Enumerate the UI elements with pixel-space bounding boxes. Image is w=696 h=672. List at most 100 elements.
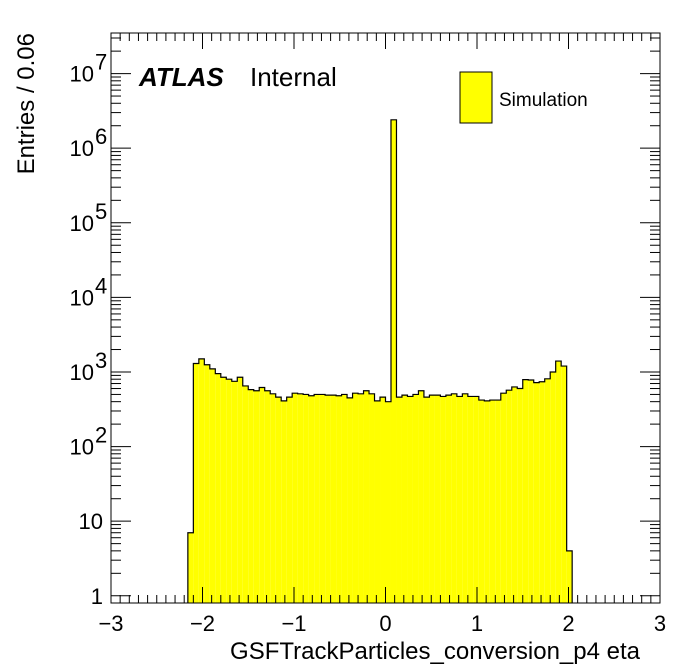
histogram-bar [253,390,260,603]
x-tick-label: 0 [379,611,391,636]
histogram-bar [550,371,556,603]
internal-label: Internal [250,62,337,92]
histogram-bar [396,397,402,603]
histogram-bar [308,395,315,603]
histogram-bar [330,395,337,603]
histogram-bar [325,395,331,603]
x-tick-label: 1 [471,611,483,636]
histogram-bars [187,119,573,603]
x-tick-label: 2 [562,611,574,636]
histogram-bar [209,368,216,603]
histogram-bar [270,393,276,603]
histogram-bar [275,397,282,603]
histogram-bar [193,363,199,603]
histogram-bar [522,379,529,603]
y-tick-exponent: 3 [95,348,107,373]
histogram-bar [380,397,386,603]
histogram-bar [561,366,567,603]
histogram-bar [566,550,573,603]
y-tick-exponent: 7 [95,50,107,75]
histogram-bar [440,396,446,603]
histogram-bar [473,396,479,603]
histogram-bar [451,393,457,603]
histogram-bar [401,395,408,603]
plot-frame [110,32,661,604]
histogram-bar [445,395,452,603]
histogram-bar [303,394,309,603]
histogram-bar [539,381,545,603]
y-tick-exponent: 5 [95,199,107,224]
y-axis-title: Entries / 0.06 [13,33,40,174]
histogram-bar [517,388,523,603]
histogram-bar [407,396,413,603]
x-tick-label: −2 [190,611,215,636]
histogram-bar [528,380,534,603]
histogram-bar [352,393,359,603]
histogram-bar [423,397,430,603]
x-tick-label: −1 [281,611,306,636]
histogram-bar [418,390,424,603]
histogram-bar [555,361,562,603]
histogram-bar [478,400,485,603]
histogram-bar [231,381,238,603]
histogram-bar [456,396,463,603]
y-tick-label: 10 [79,509,103,534]
histogram-bar [369,393,375,603]
histogram-bar [506,390,512,603]
histogram-bar [215,373,221,603]
histogram-bar [198,358,205,603]
y-tick-label: 10 [70,211,94,236]
y-tick-label: 10 [70,136,94,161]
histogram-bar [297,393,304,603]
legend-label: Simulation [499,90,588,111]
histogram-bar [374,400,381,603]
y-tick-exponent: 6 [95,124,107,149]
histogram-bar [467,396,474,603]
histogram-bar [544,378,551,603]
x-tick-labels: −3 −2 −1 0 1 2 3 [98,611,666,636]
y-tick-exponent: 4 [95,273,107,298]
histogram-bar [347,397,353,603]
histogram-bar [242,385,249,603]
histogram-bar [319,394,326,603]
y-tick-exponent: 2 [95,423,107,448]
histogram-bar [511,386,518,603]
histogram-bar [336,395,342,603]
histogram-bar [314,394,320,603]
y-tick-label: 10 [70,62,94,87]
histogram-bar [495,400,501,603]
histogram-bar [248,389,254,603]
histogram-outline [187,119,573,603]
histogram-bar [462,393,468,603]
histogram-bar [429,395,435,603]
histogram-bar [533,382,540,603]
histogram-bar [237,377,243,603]
histogram-bar [292,393,298,603]
histogram-bar [363,390,370,603]
atlas-label: ATLAS [138,62,224,92]
histogram-bar [358,393,364,603]
histogram-bar [484,400,490,603]
x-tick-label: −3 [98,611,123,636]
histogram-bar [412,394,419,603]
y-tick-label: 1 [91,584,103,609]
y-tick-label: 10 [70,285,94,310]
histogram-bar [341,394,348,603]
x-tick-label: 3 [654,611,666,636]
histogram-bar [390,119,397,603]
y-tick-label: 10 [70,435,94,460]
histogram-bar [489,400,496,603]
x-axis-title: GSFTrackParticles_conversion_p4 eta [230,638,641,665]
histogram-bar [220,377,227,603]
histogram-bar [286,397,293,603]
histogram-bar [187,532,194,603]
legend-swatch [459,71,493,124]
histogram-bar [226,379,232,603]
histogram-bar [434,395,441,603]
histogram-bar [204,364,210,603]
histogram-bar [281,400,287,603]
histogram-bar [385,401,391,603]
histogram-bar [264,390,271,603]
histogram-bar [259,387,265,603]
